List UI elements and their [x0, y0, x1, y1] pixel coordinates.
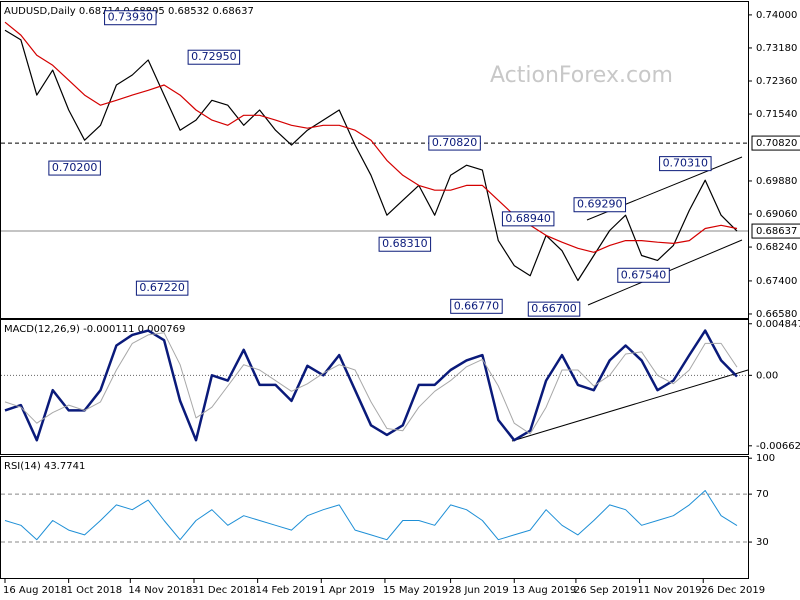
annotation-box	[428, 135, 481, 151]
level-tag-label: 0.70820	[756, 138, 797, 149]
x-tick-label: 16 Aug 2018	[3, 585, 67, 596]
x-tick-label: 26 Dec 2019	[701, 585, 765, 596]
x-tick-label: 15 May 2019	[383, 585, 448, 596]
series-line	[4, 21, 738, 253]
annotation-label: 0.70310	[663, 157, 709, 170]
watermark: ActionForex.com	[490, 63, 673, 88]
annotation-label: 0.68310	[382, 237, 428, 250]
y-tick-label: 0.73180	[756, 43, 797, 54]
level-tag	[751, 223, 800, 239]
annotation-label: 0.69290	[577, 198, 623, 211]
macd-panel	[0, 319, 749, 455]
y-tick-label: 0.68240	[756, 242, 797, 253]
series-line	[4, 29, 738, 282]
annotation-box	[135, 280, 189, 296]
annotation-box	[617, 267, 670, 283]
y-tick-label: 70	[756, 489, 769, 500]
annotation-box	[659, 156, 712, 172]
x-tick-label: 14 Feb 2019	[256, 585, 318, 596]
annotation-box	[187, 49, 241, 65]
y-tick-label: 0.004847	[756, 319, 800, 330]
annotation-box	[104, 10, 157, 26]
annotation-label: 0.70200	[52, 161, 98, 174]
trend-line	[511, 369, 749, 442]
annotation-label: 0.67220	[139, 281, 185, 294]
x-tick-label: 26 Sep 2019	[574, 585, 637, 596]
level-tag	[751, 135, 800, 151]
y-tick-label: 100	[756, 453, 775, 464]
x-tick-label: 14 Nov 2018	[128, 585, 192, 596]
y-tick-label: 0.69880	[756, 176, 797, 187]
annotation-box	[501, 211, 555, 227]
annotation-box	[450, 298, 503, 314]
y-tick-label: 0.71540	[756, 109, 797, 120]
annotation-box	[48, 160, 101, 176]
panel-header: RSI(14) 43.7741	[4, 461, 85, 472]
y-tick-label: 0.66580	[756, 309, 797, 320]
y-tick-label: 0.00	[756, 370, 778, 381]
series-line	[4, 490, 738, 541]
annotation-label: 0.68940	[505, 212, 551, 225]
annotation-label: 0.66770	[454, 299, 500, 312]
y-tick-label: 0.69060	[756, 209, 797, 220]
y-tick-label: 0.74000	[756, 10, 797, 21]
annotation-label: 0.73930	[108, 11, 154, 24]
series-line	[4, 329, 738, 442]
annotation-label: 0.70820	[432, 136, 478, 149]
series-line	[4, 332, 738, 435]
annotation-label: 0.72950	[191, 50, 237, 63]
rsi-panel	[0, 456, 749, 579]
annotation-box	[527, 301, 581, 317]
annotation-label: 0.67540	[621, 268, 667, 281]
x-tick-label: 1 Oct 2018	[67, 585, 122, 596]
y-tick-label: 0.67400	[756, 276, 797, 287]
x-tick-label: 31 Dec 2018	[192, 585, 256, 596]
y-tick-label: -0.006624	[756, 441, 800, 452]
price-panel	[0, 1, 749, 319]
y-tick-label: 30	[756, 537, 769, 548]
x-tick-label: 13 Aug 2019	[512, 585, 576, 596]
annotation-box	[378, 236, 432, 252]
y-tick-label: 0.72360	[756, 76, 797, 87]
x-tick-label: 11 Nov 2019	[638, 585, 702, 596]
panel-header: MACD(12,26,9) -0.000111 0.000769	[4, 324, 185, 335]
x-tick-label: 1 Apr 2019	[319, 585, 374, 596]
level-tag-label: 0.68637	[756, 226, 797, 237]
annotation-label: 0.66700	[531, 302, 577, 315]
x-tick-label: 28 Jun 2019	[449, 585, 509, 596]
annotation-box	[573, 197, 627, 213]
